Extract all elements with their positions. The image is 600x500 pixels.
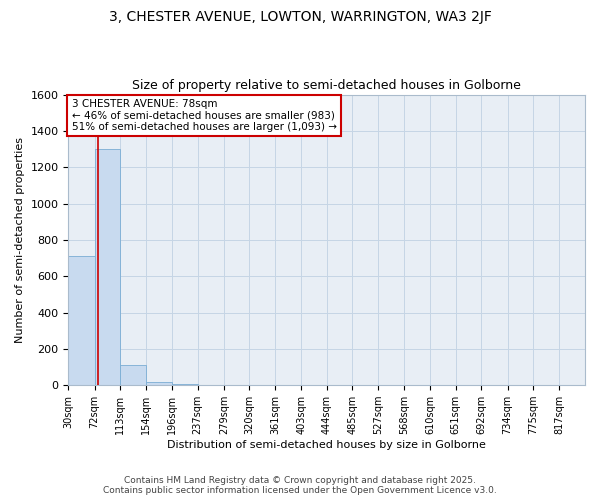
Bar xyxy=(120,365,146,385)
X-axis label: Distribution of semi-detached houses by size in Golborne: Distribution of semi-detached houses by … xyxy=(167,440,486,450)
Y-axis label: Number of semi-detached properties: Number of semi-detached properties xyxy=(15,137,25,343)
Bar xyxy=(95,149,120,385)
Text: Contains HM Land Registry data © Crown copyright and database right 2025.
Contai: Contains HM Land Registry data © Crown c… xyxy=(103,476,497,495)
Text: 3 CHESTER AVENUE: 78sqm
← 46% of semi-detached houses are smaller (983)
51% of s: 3 CHESTER AVENUE: 78sqm ← 46% of semi-de… xyxy=(71,99,337,132)
Bar xyxy=(146,382,172,385)
Text: 3, CHESTER AVENUE, LOWTON, WARRINGTON, WA3 2JF: 3, CHESTER AVENUE, LOWTON, WARRINGTON, W… xyxy=(109,10,491,24)
Title: Size of property relative to semi-detached houses in Golborne: Size of property relative to semi-detach… xyxy=(132,79,521,92)
Bar xyxy=(172,384,197,385)
Bar xyxy=(68,256,95,385)
